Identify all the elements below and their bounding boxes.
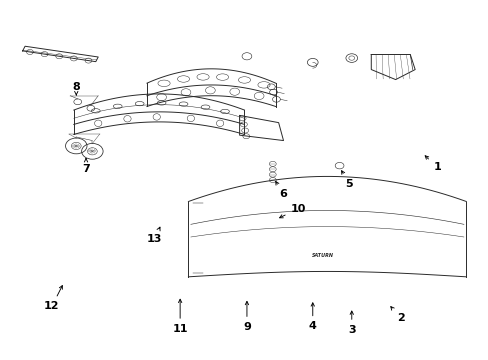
Text: 10: 10 [279,204,305,218]
Text: 2: 2 [390,307,404,323]
Text: 9: 9 [243,301,250,332]
Text: 4: 4 [308,303,316,331]
Text: 7: 7 [82,158,90,174]
Text: 3: 3 [347,311,355,335]
Text: SATURN: SATURN [311,253,333,258]
Text: 8: 8 [72,82,80,95]
Text: 6: 6 [275,181,287,199]
Text: 5: 5 [341,171,352,189]
Text: 1: 1 [424,156,440,172]
Text: 12: 12 [44,285,62,311]
Text: 13: 13 [146,227,162,244]
Text: 11: 11 [172,299,187,334]
